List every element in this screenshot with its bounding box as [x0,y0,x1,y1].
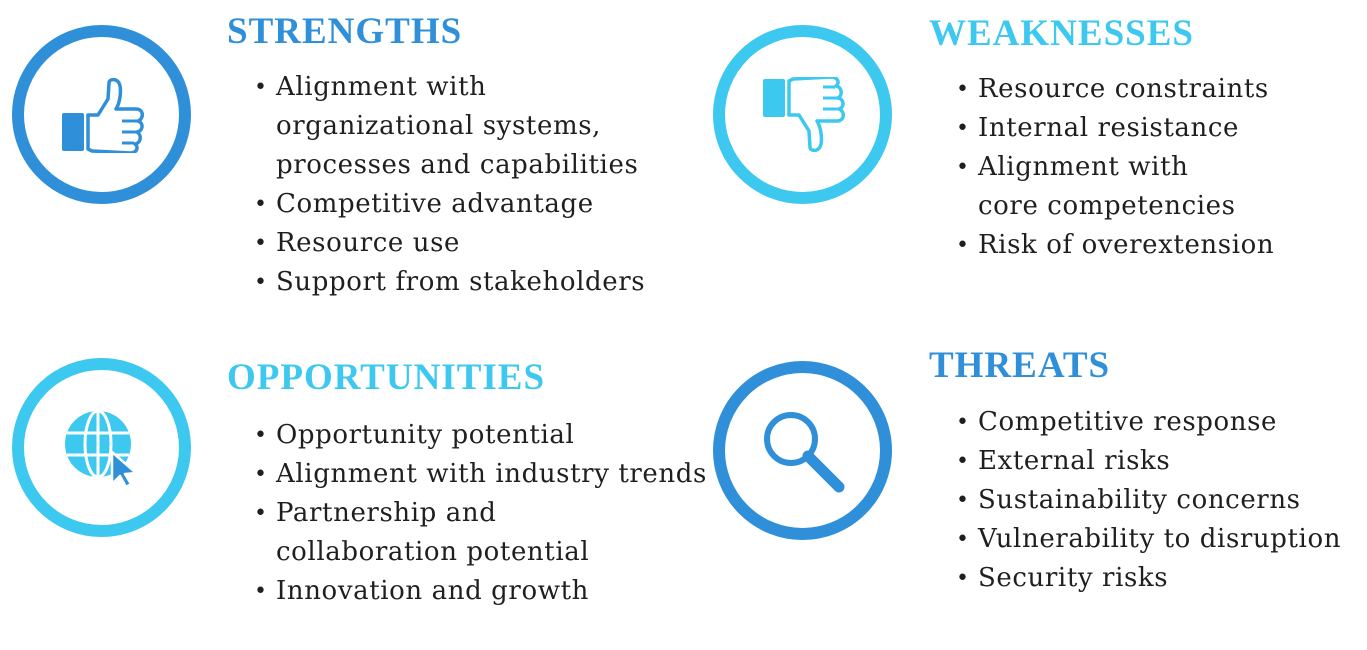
list-item: Alignment with core competencies [956,148,1256,226]
threats-title: THREATS [929,345,1111,386]
list-item: External risks [956,442,1356,481]
strengths-circle [12,25,191,204]
list-item: Competitive response [956,403,1356,442]
globe-cursor-icon [64,409,137,488]
weaknesses-title: WEAKNESSES [929,13,1194,54]
threats-circle [713,361,892,540]
opportunities-circle [12,358,191,537]
thumbs-down-icon [762,76,845,152]
list-item: Internal resistance [956,109,1256,148]
list-item: Vulnerability to disruption [956,520,1356,559]
list-item: Sustainability concerns [956,481,1356,520]
thumbs-up-icon [61,77,144,153]
list-item: Opportunity potential [254,416,654,455]
strengths-title: STRENGTHS [227,11,463,52]
list-item: Alignment with industry trends [254,455,706,494]
list-item: Resource use [254,224,654,263]
list-item: Innovation and growth [254,572,654,611]
list-item: Competitive advantage [254,185,654,224]
threats-list: Competitive response External risks Sust… [956,403,1356,598]
magnifier-icon [763,411,844,492]
weaknesses-circle [713,25,892,204]
list-item: Partnership and collaboration potential [254,494,654,572]
list-item: Resource constraints [956,70,1268,109]
list-item: Alignment with organizational systems, p… [254,68,654,185]
strengths-list: Alignment with organizational systems, p… [254,68,654,302]
opportunities-title: OPPORTUNITIES [227,357,546,398]
weaknesses-list: Resource constraints Internal resistance… [956,70,1274,265]
list-item: Risk of overextension [956,226,1274,265]
opportunities-list: Opportunity potential Alignment with ind… [254,416,706,611]
list-item: Security risks [956,559,1356,598]
list-item: Support from stakeholders [254,263,654,302]
